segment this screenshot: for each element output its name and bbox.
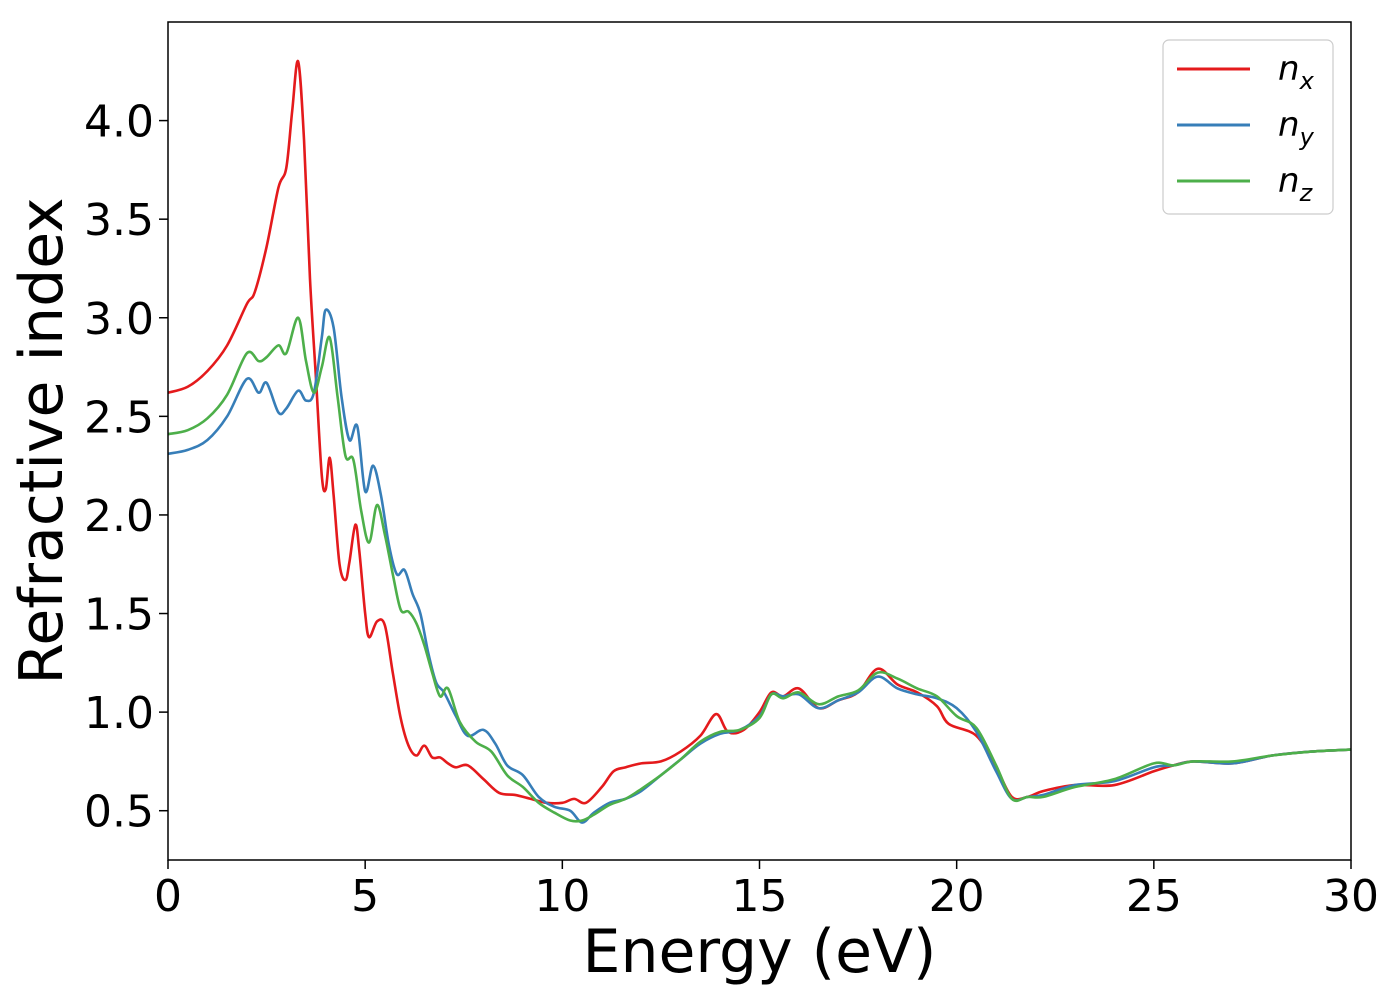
x-tick-label: 0 bbox=[154, 871, 182, 922]
x-tick-label: 25 bbox=[1126, 871, 1182, 922]
y-tick-label: 2.0 bbox=[84, 491, 154, 542]
y-tick-label: 1.0 bbox=[84, 688, 154, 739]
series-line-x bbox=[168, 60, 1351, 805]
series-line-z bbox=[168, 316, 1351, 823]
x-tick-label: 15 bbox=[732, 871, 788, 922]
y-tick-label: 1.5 bbox=[84, 590, 154, 641]
y-tick-label: 3.0 bbox=[84, 294, 154, 345]
series-layer bbox=[168, 60, 1351, 824]
series-line-y bbox=[168, 308, 1351, 824]
legend-label-x: nx bbox=[1278, 49, 1315, 95]
x-tick-label: 10 bbox=[534, 871, 590, 922]
legend-label-z: nz bbox=[1278, 161, 1314, 207]
legend-label-y: ny bbox=[1278, 105, 1315, 151]
legend-box bbox=[1162, 39, 1334, 215]
y-axis-label: Refractive index bbox=[7, 197, 77, 684]
x-tick-label: 30 bbox=[1323, 871, 1379, 922]
x-axis-label: Energy (eV) bbox=[583, 917, 937, 987]
x-tick-label: 20 bbox=[929, 871, 985, 922]
x-tick-label: 5 bbox=[351, 871, 379, 922]
y-tick-label: 4.0 bbox=[84, 97, 154, 148]
axis-ticks: 0 5 10 15 20 25 30 0.5 1.0 1.5 2.0 2.5 3.0 3.5 4.0 bbox=[84, 97, 1379, 922]
y-tick-label: 3.5 bbox=[84, 195, 154, 246]
y-tick-label: 2.5 bbox=[84, 392, 154, 443]
y-tick-label: 0.5 bbox=[84, 787, 154, 838]
legend: nx ny nz bbox=[1162, 39, 1334, 215]
